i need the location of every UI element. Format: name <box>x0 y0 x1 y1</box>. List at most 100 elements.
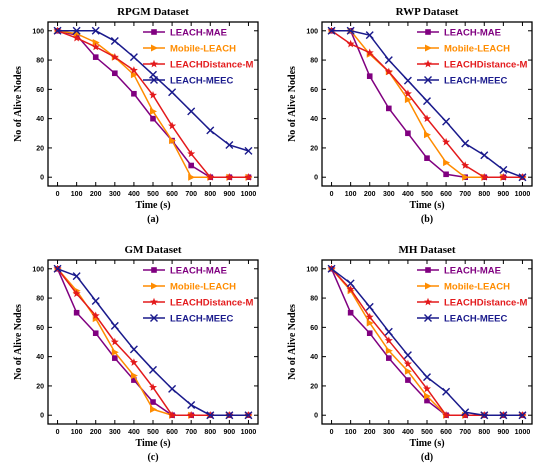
marker-stroke <box>206 126 215 135</box>
data-point <box>499 411 508 420</box>
legend-item: LEACH-MAE <box>143 266 227 277</box>
data-point <box>129 53 138 62</box>
data-point <box>442 411 451 419</box>
legend-item: Mobile-LEACH <box>417 282 510 293</box>
data-point <box>403 76 412 85</box>
x-axis-label: Time (s) <box>135 200 170 211</box>
data-point <box>244 173 253 181</box>
marker-stroke <box>403 76 412 85</box>
y-tick-label: 80 <box>310 58 318 65</box>
data-point <box>405 130 411 137</box>
x-tick-label: 900 <box>224 429 236 436</box>
data-point <box>405 377 411 383</box>
data-point <box>244 146 253 155</box>
x-tick-label: 500 <box>147 191 159 198</box>
legend-label: LEACH-MEEC <box>444 314 507 325</box>
marker-stroke <box>149 365 157 374</box>
x-tick-label: 600 <box>440 429 452 436</box>
data-point <box>424 397 430 404</box>
x-tick-label: 800 <box>478 429 490 436</box>
legend-label: LEACH-MAE <box>170 28 227 39</box>
x-tick-label: 300 <box>109 429 121 436</box>
legend-label: Mobile-LEACH <box>170 282 236 293</box>
data-point <box>131 90 137 97</box>
y-tick-label: 20 <box>36 145 44 152</box>
y-tick-label: 60 <box>36 87 44 94</box>
data-point <box>110 37 119 46</box>
x-tick-label: 1000 <box>515 429 531 436</box>
data-point <box>365 31 374 40</box>
data-point <box>206 126 215 135</box>
series-leach-meec <box>327 26 527 182</box>
legend-item: LEACH-MAE <box>417 28 501 39</box>
data-point <box>423 114 431 123</box>
marker-stroke <box>91 26 100 35</box>
x-tick-label: 200 <box>90 429 102 436</box>
panel-caption: (c) <box>147 452 158 463</box>
data-point <box>346 285 355 293</box>
x-tick-label: 900 <box>224 191 236 198</box>
chart-title: RWP Dataset <box>396 6 459 18</box>
marker-stroke <box>365 302 374 311</box>
data-point <box>366 73 373 79</box>
series-leach-meec <box>53 264 253 420</box>
series-leach-meec <box>53 26 253 155</box>
data-point <box>168 88 177 97</box>
marker-stroke <box>168 88 177 97</box>
data-point <box>404 96 412 104</box>
y-tick-label: 100 <box>306 266 318 273</box>
data-point <box>346 26 355 35</box>
x-tick-label: 1000 <box>515 191 531 198</box>
legend-label: LEACHDistance-M <box>170 298 253 309</box>
legend-label: LEACH-MEEC <box>444 76 507 87</box>
legend-label: LEACHDistance-M <box>444 298 527 309</box>
data-point <box>442 137 451 146</box>
panel-caption: (b) <box>421 214 433 225</box>
x-tick-label: 600 <box>440 191 452 198</box>
marker-stroke <box>53 26 62 35</box>
marker-stroke <box>424 314 432 322</box>
data-point <box>365 48 374 57</box>
data-point <box>404 367 412 375</box>
x-tick-label: 0 <box>56 429 60 436</box>
x-tick-label: 500 <box>147 429 159 436</box>
marker-stroke <box>72 272 81 281</box>
legend-item: LEACH-MAE <box>417 266 501 277</box>
marker-stroke <box>423 97 431 106</box>
marker-stroke <box>480 151 489 160</box>
legend-marker <box>424 314 432 322</box>
data-point <box>385 347 393 355</box>
data-point <box>442 387 451 396</box>
marker-stroke <box>91 297 100 305</box>
marker-stroke <box>244 146 253 155</box>
x-tick-label: 0 <box>330 191 334 198</box>
legend-item: LEACH-MAE <box>143 28 227 39</box>
x-tick-label: 1000 <box>241 429 257 436</box>
data-point <box>110 321 119 330</box>
x-tick-label: 1000 <box>241 191 257 198</box>
legend-item: Mobile-LEACH <box>417 44 510 55</box>
y-axis-label: No of Alive Nodes <box>13 304 24 380</box>
marker-stroke <box>129 345 138 354</box>
marker-stroke <box>346 279 355 288</box>
x-tick-label: 900 <box>498 429 510 436</box>
legend-item: Mobile-LEACH <box>143 282 236 293</box>
data-point <box>150 107 157 115</box>
series-leachdistance-m <box>53 26 253 181</box>
marker-stroke <box>168 384 177 393</box>
data-point <box>327 264 336 273</box>
legend: LEACH-MAE Mobile-LEACH LEACHDistance-M LEAC… <box>417 266 527 325</box>
data-point <box>112 70 118 77</box>
data-point <box>365 312 374 321</box>
x-tick-label: 300 <box>383 429 395 436</box>
data-point <box>518 173 527 182</box>
legend-label: LEACH-MAE <box>444 28 501 39</box>
legend-label: Mobile-LEACH <box>170 44 236 55</box>
data-point <box>187 149 196 158</box>
marker-stroke <box>187 107 196 116</box>
legend: LEACH-MAE Mobile-LEACH LEACHDistance-M LEAC… <box>143 28 253 87</box>
data-point <box>443 171 449 178</box>
series-leach-meec <box>327 264 527 420</box>
